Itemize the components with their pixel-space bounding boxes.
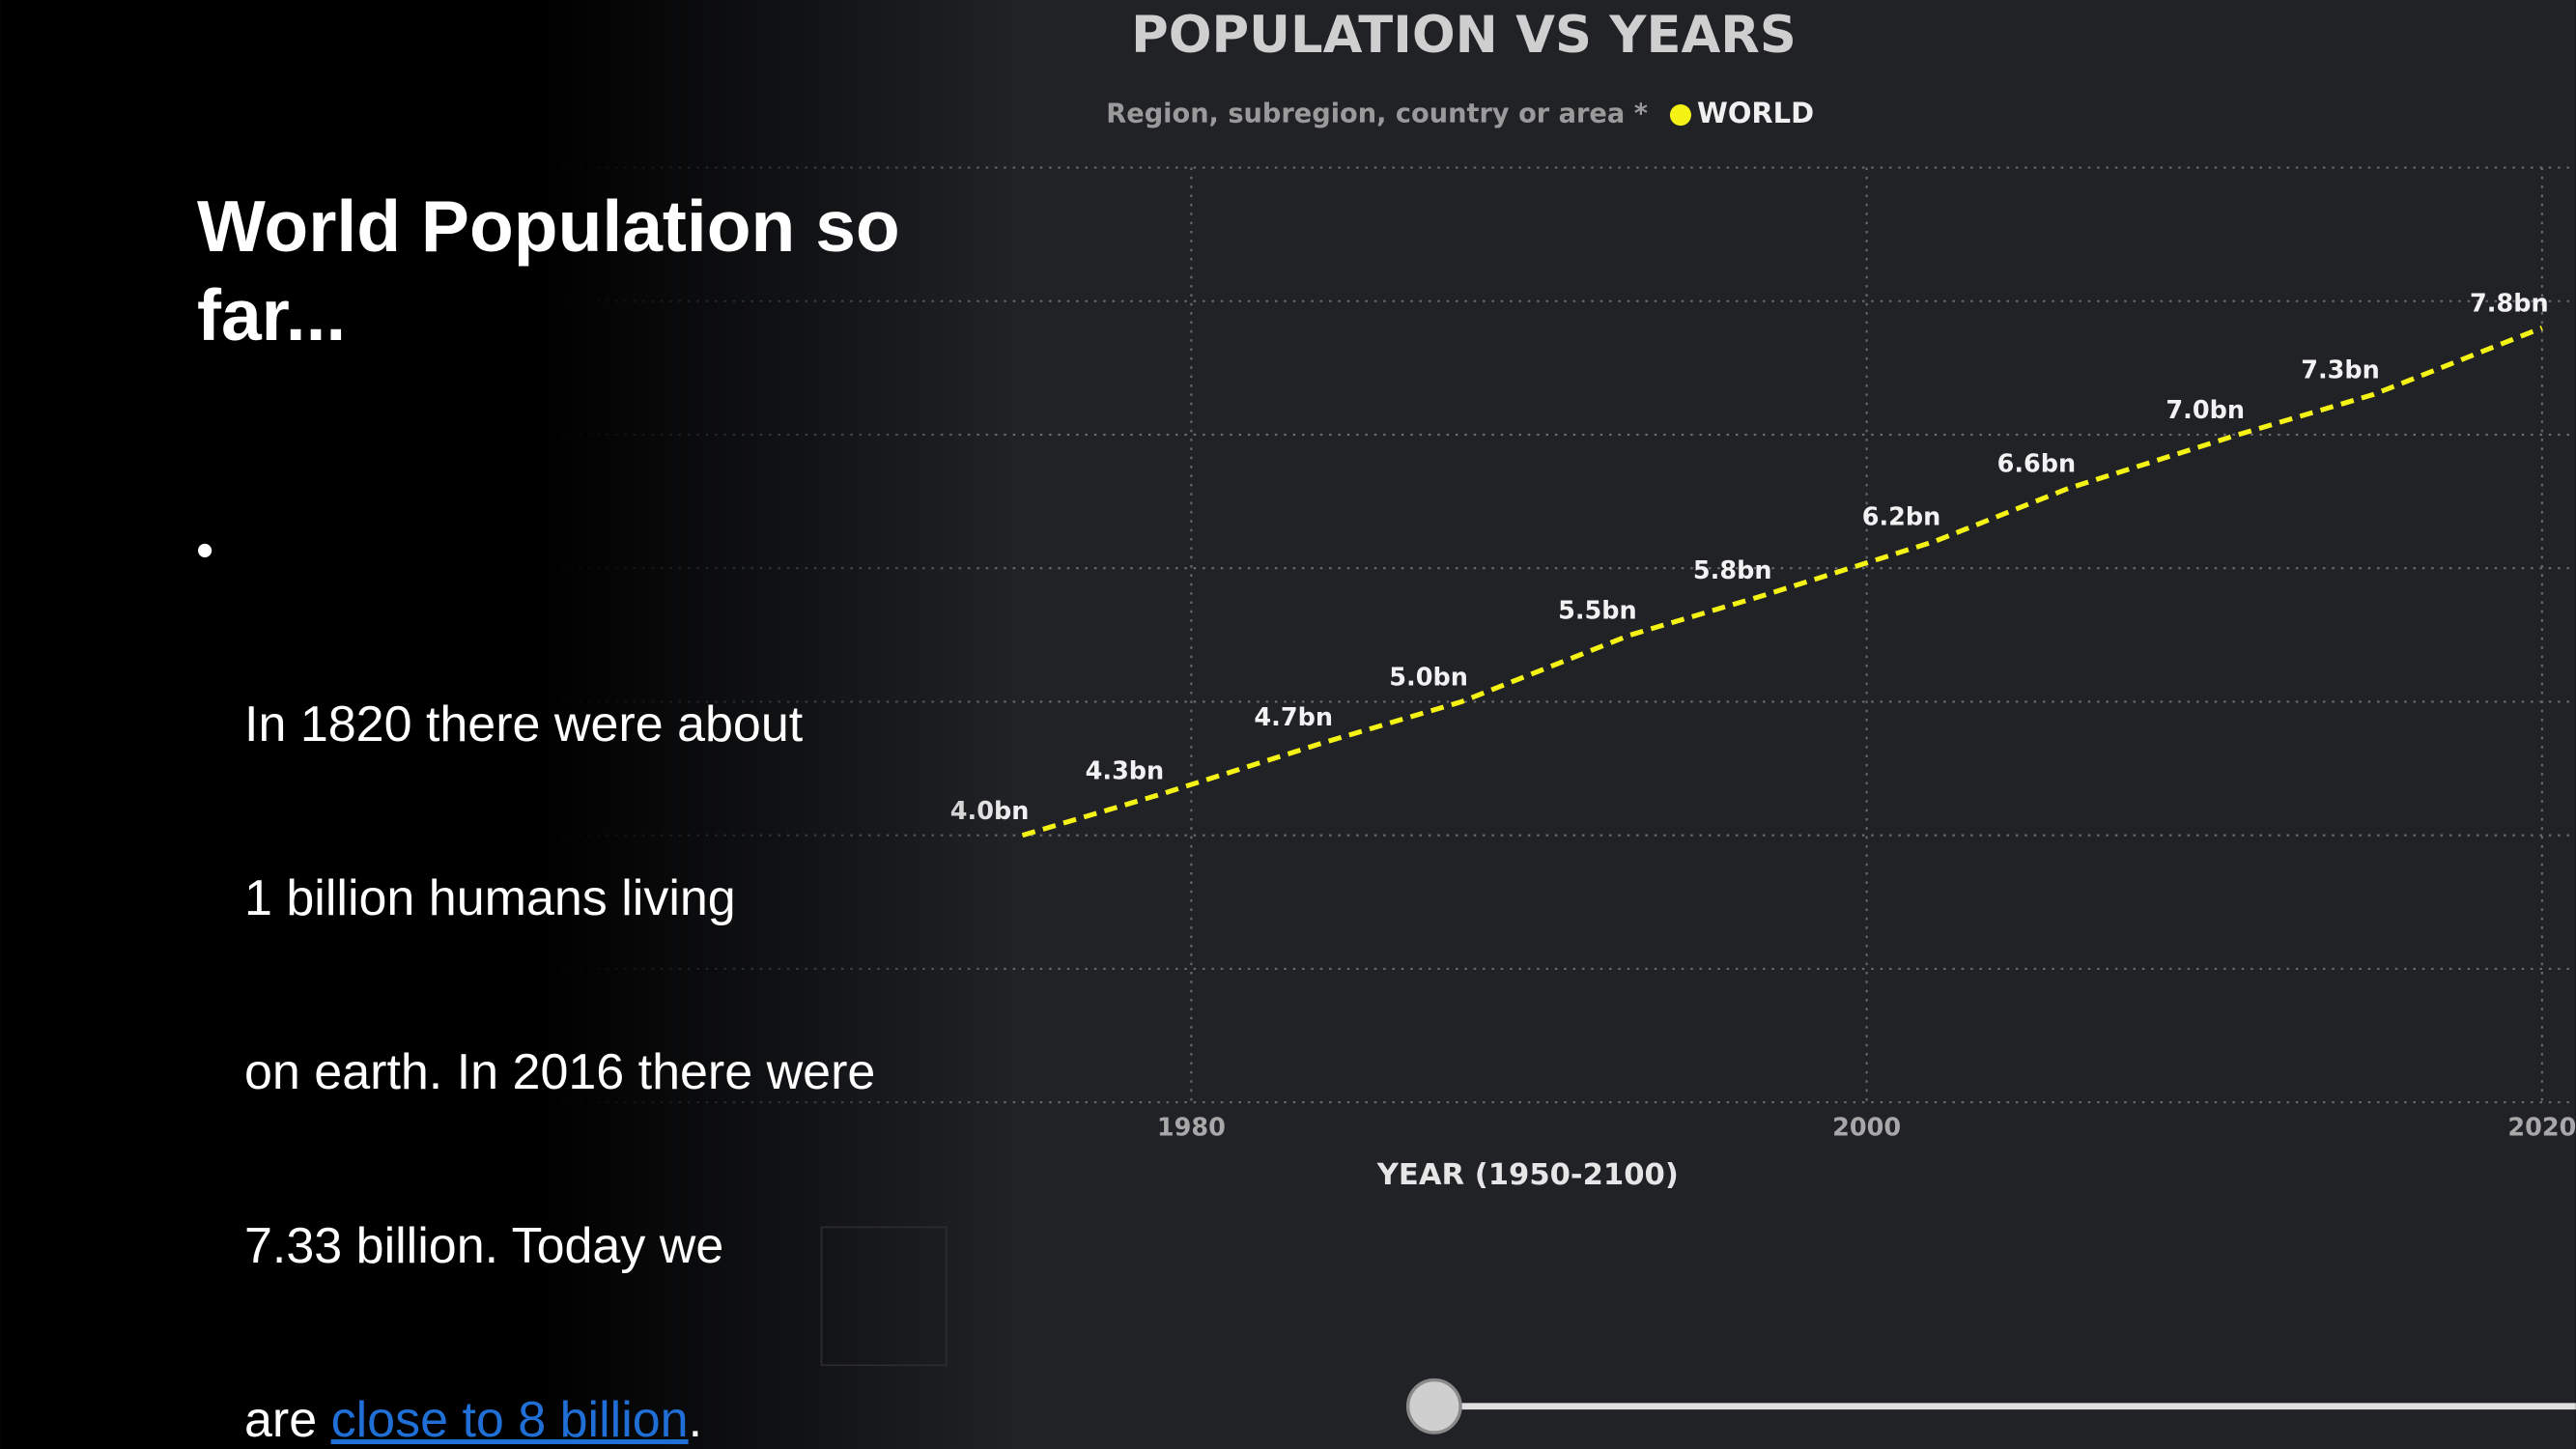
text: . bbox=[688, 1392, 703, 1448]
text-line: on earth. In 2016 there were bbox=[244, 1044, 876, 1100]
legend: WORLD bbox=[1669, 97, 1814, 129]
data-label: 7.3bn bbox=[2301, 356, 2380, 385]
x-tick-label: 2000 bbox=[1832, 1113, 1901, 1142]
legend-marker bbox=[1669, 103, 1692, 127]
data-label: 7.8bn bbox=[2470, 290, 2549, 319]
fade-overlay bbox=[0, 0, 1643, 1449]
data-label: 7.0bn bbox=[2166, 396, 2245, 425]
text: are bbox=[244, 1392, 318, 1448]
text-line: 1 billion humans living bbox=[244, 870, 736, 926]
chart-title: POPULATION VS YEARS bbox=[1131, 6, 1797, 65]
x-axis-title: YEAR (1950-2100) bbox=[1376, 1158, 1679, 1192]
legend-title: Region, subregion, country or area * bbox=[1106, 99, 1648, 129]
text-line: In 1820 there were about bbox=[244, 696, 804, 753]
text-line: 7.33 billion. Today we bbox=[244, 1218, 724, 1274]
x-tick-label: 2020 bbox=[2507, 1113, 2576, 1142]
slider-thumb[interactable] bbox=[1405, 1378, 1462, 1435]
slide-body: • In 1820 there were about 1 billion hum… bbox=[196, 522, 920, 1449]
data-label: 5.8bn bbox=[1693, 556, 1772, 585]
text-line: are close to 8 billion. bbox=[244, 1391, 920, 1449]
frame-box bbox=[820, 1226, 948, 1367]
data-label: 6.2bn bbox=[1862, 503, 1941, 532]
link[interactable]: close to 8 billion bbox=[330, 1392, 689, 1448]
data-label: 6.6bn bbox=[1997, 449, 2077, 478]
bullet: • bbox=[196, 523, 214, 579]
legend-label: WORLD bbox=[1697, 97, 1814, 129]
slide-title: World Population so far... bbox=[197, 185, 900, 355]
